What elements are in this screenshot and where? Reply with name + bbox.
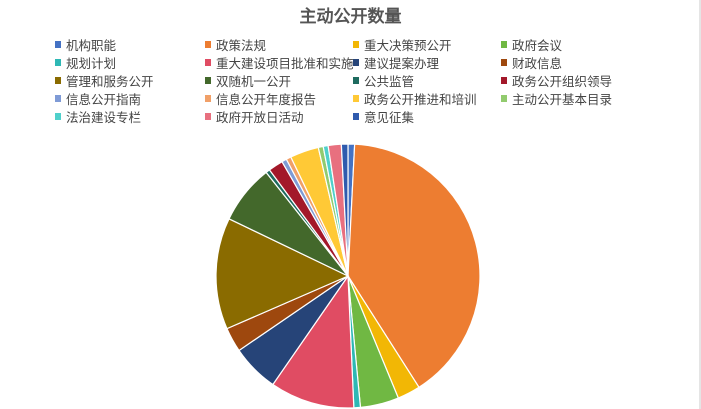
legend-item: 财政信息 bbox=[501, 53, 651, 71]
legend-item: 建议提案办理 bbox=[353, 53, 501, 71]
legend-label: 公共监管 bbox=[364, 73, 415, 89]
legend-item: 机构职能 bbox=[55, 35, 205, 53]
legend-swatch bbox=[55, 58, 61, 66]
legend-item: 重大决策预公开 bbox=[353, 35, 501, 53]
legend-label: 财政信息 bbox=[512, 55, 563, 71]
legend-label: 政策法规 bbox=[216, 37, 267, 53]
legend-item: 政务公开组织领导 bbox=[501, 71, 651, 89]
legend-swatch bbox=[205, 40, 211, 48]
legend-swatch bbox=[55, 112, 61, 120]
legend-swatch bbox=[205, 112, 211, 120]
legend-swatch bbox=[353, 112, 359, 120]
legend-label: 重大决策预公开 bbox=[364, 37, 452, 53]
legend-swatch bbox=[353, 76, 359, 84]
legend-item: 公共监管 bbox=[353, 71, 501, 89]
legend-label: 信息公开指南 bbox=[66, 91, 142, 107]
legend-item: 规划计划 bbox=[55, 53, 205, 71]
legend-swatch bbox=[501, 94, 507, 102]
legend-item: 主动公开基本目录 bbox=[501, 89, 651, 107]
legend-item: 管理和服务公开 bbox=[55, 71, 205, 89]
legend-swatch bbox=[353, 40, 359, 48]
pie-slice bbox=[272, 274, 355, 409]
scrollbar-edge bbox=[699, 0, 701, 409]
legend-label: 信息公开年度报告 bbox=[216, 91, 317, 107]
legend-label: 法治建设专栏 bbox=[66, 109, 142, 125]
legend-label: 政府会议 bbox=[512, 37, 563, 53]
legend-label: 管理和服务公开 bbox=[66, 73, 154, 89]
legend-label: 政务公开推进和培训 bbox=[364, 91, 477, 107]
pie-slice bbox=[215, 218, 350, 330]
legend-item: 政府会议 bbox=[501, 35, 651, 53]
legend-label: 建议提案办理 bbox=[364, 55, 440, 71]
legend-item: 信息公开年度报告 bbox=[205, 89, 353, 107]
legend-swatch bbox=[205, 58, 211, 66]
legend-swatch bbox=[55, 94, 61, 102]
legend-label: 规划计划 bbox=[66, 55, 117, 71]
pie-slice bbox=[347, 143, 481, 389]
legend-label: 主动公开基本目录 bbox=[512, 91, 613, 107]
legend-swatch bbox=[501, 58, 507, 66]
legend-swatch bbox=[55, 40, 61, 48]
legend-swatch bbox=[205, 76, 211, 84]
chart-title: 主动公开数量 bbox=[299, 7, 402, 27]
legend-item: 重大建设项目批准和实施 bbox=[205, 53, 354, 71]
legend-item: 政策法规 bbox=[205, 35, 353, 53]
legend-item: 意见征集 bbox=[353, 107, 501, 125]
legend-label: 双随机一公开 bbox=[216, 73, 292, 89]
legend-swatch bbox=[501, 40, 507, 48]
legend-swatch bbox=[353, 58, 359, 66]
legend-item: 信息公开指南 bbox=[55, 89, 205, 107]
pie-slice bbox=[340, 143, 349, 277]
legend-swatch bbox=[353, 94, 359, 102]
legend-item: 政府开放日活动 bbox=[205, 107, 353, 125]
legend-swatch bbox=[55, 76, 61, 84]
legend: 机构职能 政策法规 重大决策预公开 政府会议规划计划 重大建设项目批准和实施 建议提案办理… bbox=[55, 35, 655, 125]
legend-swatch bbox=[205, 94, 211, 102]
legend-item: 双随机一公开 bbox=[205, 71, 353, 89]
legend-label: 重大建设项目批准和实施 bbox=[216, 55, 354, 71]
legend-item: 政务公开推进和培训 bbox=[353, 89, 501, 107]
legend-label: 政务公开组织领导 bbox=[512, 73, 613, 89]
legend-label: 政府开放日活动 bbox=[216, 109, 304, 125]
legend-label: 意见征集 bbox=[364, 109, 415, 125]
legend-label: 机构职能 bbox=[66, 37, 117, 53]
legend-item: 法治建设专栏 bbox=[55, 107, 205, 125]
legend-swatch bbox=[501, 76, 507, 84]
